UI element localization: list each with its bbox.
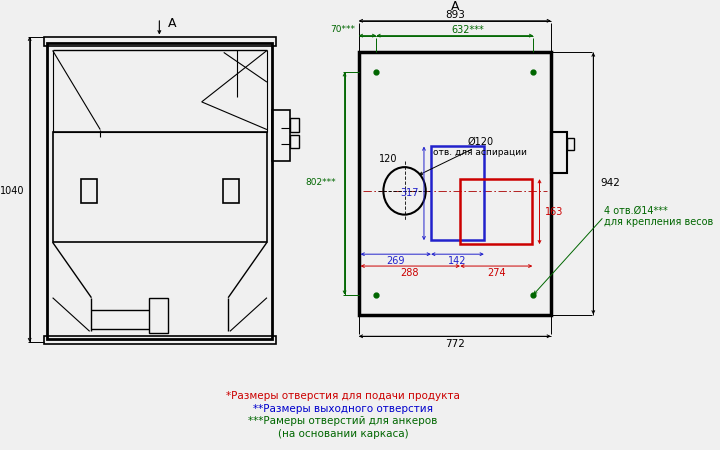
Text: A: A [168, 17, 176, 30]
Text: 632***: 632*** [451, 25, 485, 35]
Text: 288: 288 [400, 268, 419, 278]
Bar [44, 36, 276, 45]
Text: (на основании каркаса): (на основании каркаса) [277, 429, 408, 439]
Bar [290, 135, 299, 148]
Text: 70***: 70*** [330, 25, 355, 34]
Bar [290, 118, 299, 131]
Text: для крепления весов: для крепления весов [604, 216, 713, 226]
Text: 163: 163 [545, 207, 563, 216]
Bar [460, 179, 533, 244]
Bar [81, 179, 96, 203]
Text: *Размеры отверстия для подачи продукта: *Размеры отверстия для подачи продукта [226, 391, 460, 401]
Text: **Размеры выходного отверстия: **Размеры выходного отверстия [253, 404, 433, 414]
Bar [48, 43, 272, 339]
Bar [149, 298, 168, 333]
Text: 893: 893 [445, 10, 465, 20]
Text: 120: 120 [379, 154, 398, 164]
Text: 274: 274 [487, 268, 505, 278]
Text: 317: 317 [400, 188, 418, 198]
Text: 142: 142 [449, 256, 467, 266]
Text: Ø120: Ø120 [467, 136, 493, 146]
Bar [44, 336, 276, 344]
Bar [567, 139, 574, 150]
Text: 4 отв.Ø14***: 4 отв.Ø14*** [604, 206, 667, 216]
Bar [53, 131, 267, 242]
Bar [272, 110, 290, 161]
Text: A: A [451, 0, 459, 13]
Bar [431, 146, 484, 240]
Text: 1040: 1040 [0, 186, 24, 196]
Text: ***Рамеры отверстий для анкеров: ***Рамеры отверстий для анкеров [248, 416, 438, 426]
Text: 772: 772 [445, 339, 465, 349]
Bar [223, 179, 239, 203]
Text: 942: 942 [600, 178, 620, 188]
Text: 269: 269 [387, 256, 405, 266]
Bar [359, 53, 551, 315]
Text: 802***: 802*** [305, 179, 336, 188]
Text: отв. для аспирации: отв. для аспирации [433, 148, 527, 157]
Bar [551, 131, 567, 173]
